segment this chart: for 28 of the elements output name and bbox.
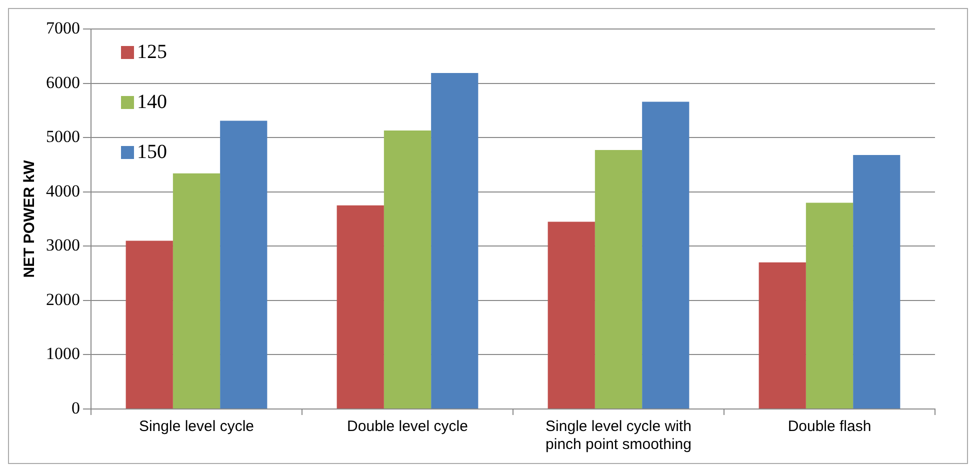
legend-label: 125 <box>137 41 167 64</box>
bar <box>548 222 595 408</box>
bar <box>806 202 854 408</box>
y-axis-title: NET POWER kW <box>21 159 38 278</box>
bar <box>853 154 900 408</box>
bar <box>336 205 384 408</box>
bar <box>431 72 478 408</box>
y-tick-label: 2000 <box>46 290 80 309</box>
bar <box>594 150 642 408</box>
x-tick-label: Single level cycle <box>138 418 254 436</box>
x-tick-label: Single level cycle with pinch point smoothing <box>546 418 692 454</box>
bar <box>758 262 806 408</box>
y-tick-label: 3000 <box>46 236 80 255</box>
bar <box>384 130 432 408</box>
y-tick-label: 0 <box>72 398 80 418</box>
y-tick-label: 1000 <box>46 344 80 364</box>
y-tick-label: 7000 <box>46 18 80 38</box>
bar <box>172 173 220 408</box>
legend-label: 140 <box>137 91 167 114</box>
x-tick-label: Double flash <box>788 418 872 436</box>
y-tick-label: 6000 <box>46 72 80 92</box>
bar <box>126 240 173 408</box>
legend-label: 150 <box>137 141 167 164</box>
x-tick-label: Double level cycle <box>347 418 468 436</box>
bar <box>642 102 690 408</box>
y-tick-label: 5000 <box>46 127 80 146</box>
bar <box>220 120 268 408</box>
y-tick-label: 4000 <box>46 181 80 200</box>
